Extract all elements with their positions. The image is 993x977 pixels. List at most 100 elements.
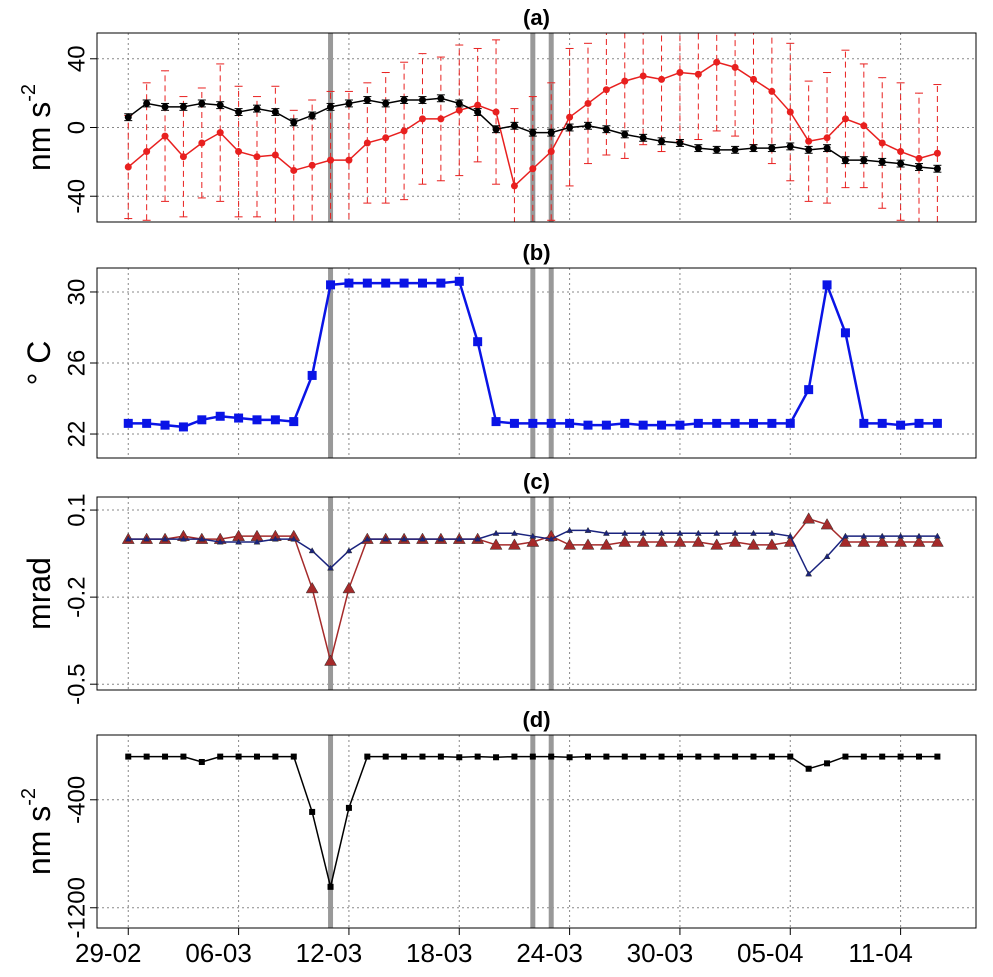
point	[124, 113, 132, 121]
y-tick-label: 0.1	[63, 493, 90, 526]
point	[879, 753, 886, 760]
point	[584, 99, 592, 107]
point	[345, 156, 353, 164]
plot-area	[124, 33, 942, 222]
point	[308, 111, 316, 119]
panel-title: (a)	[523, 5, 550, 30]
point	[878, 139, 886, 147]
point	[455, 99, 463, 107]
point	[932, 418, 942, 428]
y-axis-label-text: nm s	[21, 806, 57, 875]
point	[162, 753, 169, 760]
point	[271, 108, 279, 116]
point	[124, 163, 132, 171]
point	[327, 564, 334, 571]
point	[417, 278, 427, 288]
point	[364, 753, 371, 760]
point	[860, 532, 868, 539]
point	[344, 278, 354, 288]
point	[198, 139, 206, 147]
point	[327, 103, 335, 111]
point	[860, 156, 868, 164]
y-axis-label: ° C	[21, 341, 57, 386]
point	[324, 654, 337, 666]
point	[638, 420, 648, 430]
point	[805, 146, 813, 154]
point	[419, 535, 426, 542]
y-tick-label: 22	[63, 421, 90, 448]
point	[805, 137, 813, 145]
y-tick-label: 26	[63, 350, 90, 377]
point	[290, 118, 298, 126]
point	[824, 760, 831, 767]
point	[454, 276, 464, 286]
point	[563, 538, 577, 550]
point	[860, 753, 867, 760]
point	[566, 113, 574, 121]
point	[802, 512, 816, 524]
point	[272, 753, 279, 760]
point	[547, 129, 555, 137]
y-tick-label: -40	[63, 179, 90, 214]
point	[345, 804, 352, 811]
point	[749, 144, 757, 152]
y-tick-label: -400	[63, 776, 90, 824]
point	[345, 99, 353, 107]
point	[289, 417, 299, 427]
point	[639, 134, 647, 142]
point	[805, 570, 813, 577]
y-tick-label: 0	[63, 121, 90, 134]
point	[768, 87, 776, 95]
point	[602, 86, 610, 94]
point	[474, 535, 482, 542]
point	[731, 529, 739, 536]
point	[271, 151, 279, 159]
point	[526, 535, 540, 547]
point	[877, 418, 887, 428]
point	[747, 538, 760, 550]
point	[750, 753, 757, 760]
point	[658, 529, 665, 536]
point	[529, 165, 537, 173]
point	[842, 532, 849, 539]
point	[710, 538, 724, 550]
point	[658, 75, 666, 83]
point	[621, 529, 629, 536]
point	[455, 106, 463, 114]
point	[143, 148, 151, 156]
point	[657, 420, 667, 430]
point	[382, 99, 390, 107]
point	[878, 158, 886, 166]
point	[915, 532, 923, 539]
point	[305, 581, 319, 594]
point	[418, 115, 426, 123]
point	[326, 280, 336, 290]
point	[897, 532, 905, 539]
point	[252, 415, 262, 425]
point	[309, 808, 316, 815]
point	[363, 96, 371, 104]
point	[565, 418, 575, 428]
plot-frame	[96, 734, 977, 929]
point	[492, 108, 500, 116]
point	[509, 418, 519, 428]
point	[676, 139, 684, 147]
point	[897, 160, 905, 168]
point	[655, 535, 668, 547]
point	[400, 535, 408, 542]
plot-frame	[96, 32, 977, 223]
point	[897, 753, 904, 760]
point	[179, 535, 187, 542]
point	[529, 532, 537, 539]
point	[823, 144, 831, 152]
point	[401, 753, 408, 760]
point	[694, 144, 702, 152]
point	[601, 420, 611, 430]
point	[820, 518, 834, 530]
point	[253, 153, 261, 161]
point	[235, 538, 243, 545]
point	[125, 753, 132, 760]
point	[161, 535, 169, 542]
point	[933, 532, 941, 539]
